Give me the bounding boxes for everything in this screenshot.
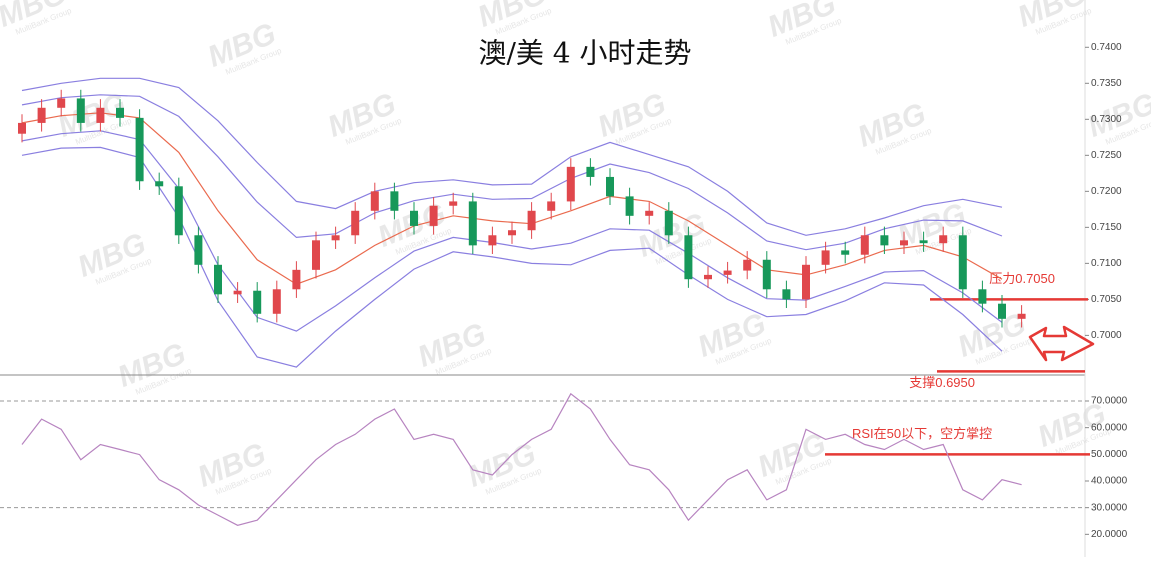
candle-body [606, 176, 614, 197]
candle-body [704, 274, 712, 280]
y-tick-label: 20.0000 [1091, 529, 1128, 540]
level-label: 压力0.7050 [989, 271, 1055, 286]
candle-body [449, 201, 458, 206]
candle-body [743, 259, 752, 271]
y-tick-label: 0.7200 [1091, 186, 1122, 197]
candle-body [1017, 313, 1026, 319]
candle-body [272, 289, 281, 314]
candle-body [684, 235, 693, 280]
level-label: 支撑0.6950 [909, 375, 975, 390]
candle-body [527, 210, 536, 231]
candle-body [586, 166, 595, 177]
direction-arrow [1028, 325, 1095, 362]
candle-body [331, 235, 340, 241]
y-tick-label: 40.0000 [1091, 476, 1128, 487]
candle-body [370, 191, 379, 211]
candle-body [664, 210, 673, 236]
candle-body [214, 264, 222, 295]
candle-body [57, 98, 66, 108]
candle-body [233, 290, 242, 295]
candle-body [782, 289, 791, 300]
candle-body [253, 290, 262, 314]
candle-body [802, 264, 810, 300]
candle-body [410, 210, 418, 226]
candle-body [174, 186, 183, 236]
candle-body [488, 235, 497, 246]
candle-body [880, 235, 889, 246]
level-label: RSI在50以下，空方掌控 [852, 426, 992, 441]
band-line [21, 130, 1003, 332]
candle-body [76, 98, 85, 123]
candle-body [841, 250, 850, 255]
y-tick-label: 0.7100 [1091, 258, 1122, 269]
candle-body [978, 289, 987, 304]
candle-body [96, 107, 105, 123]
candle-body [116, 107, 124, 118]
candle-body [566, 166, 575, 202]
candle-body [645, 210, 654, 216]
candle-body [135, 117, 144, 182]
y-tick-label: 30.0000 [1091, 502, 1128, 513]
candle-body [958, 235, 967, 290]
y-tick-label: 70.0000 [1091, 396, 1128, 407]
candle-body [919, 240, 928, 244]
y-tick-label: 60.0000 [1091, 422, 1128, 433]
candle-body [429, 205, 438, 226]
candle-body [292, 269, 301, 290]
candle-body [155, 181, 164, 187]
band-line [21, 77, 1003, 236]
y-tick-label: 0.7050 [1091, 294, 1122, 305]
chart-title: 澳/美 4 小时走势 [478, 37, 691, 70]
y-tick-label: 0.7300 [1091, 114, 1122, 125]
candle-body [998, 303, 1006, 319]
candle-body [390, 191, 399, 211]
y-tick-label: 50.0000 [1091, 449, 1128, 460]
band-line [21, 146, 1003, 368]
y-tick-label: 0.7400 [1091, 42, 1122, 53]
candle-body [351, 210, 360, 236]
candle-body [194, 235, 203, 265]
candle-body [508, 230, 516, 236]
candle-body [547, 201, 556, 211]
rsi-line [21, 392, 1022, 526]
candle-body [860, 235, 869, 255]
band-line [21, 94, 1003, 251]
candle-body [625, 196, 634, 216]
y-tick-label: 0.7000 [1091, 330, 1122, 341]
candle-body [37, 107, 46, 123]
candle-body [762, 259, 771, 290]
candle-body [723, 270, 732, 275]
candle-body [18, 122, 26, 134]
candle-body [821, 250, 830, 265]
y-tick-label: 0.7150 [1091, 222, 1122, 233]
y-tick-label: 0.7350 [1091, 78, 1122, 89]
candle-body [939, 235, 948, 244]
plot: 0.7400 0.7350 0.7300 0.7250 0.7200 0.7150 0.71… [0, 42, 1128, 540]
y-tick-label: 0.7250 [1091, 150, 1122, 161]
candle-body [900, 240, 908, 246]
candle-body [312, 240, 320, 270]
candle-body [468, 201, 477, 246]
